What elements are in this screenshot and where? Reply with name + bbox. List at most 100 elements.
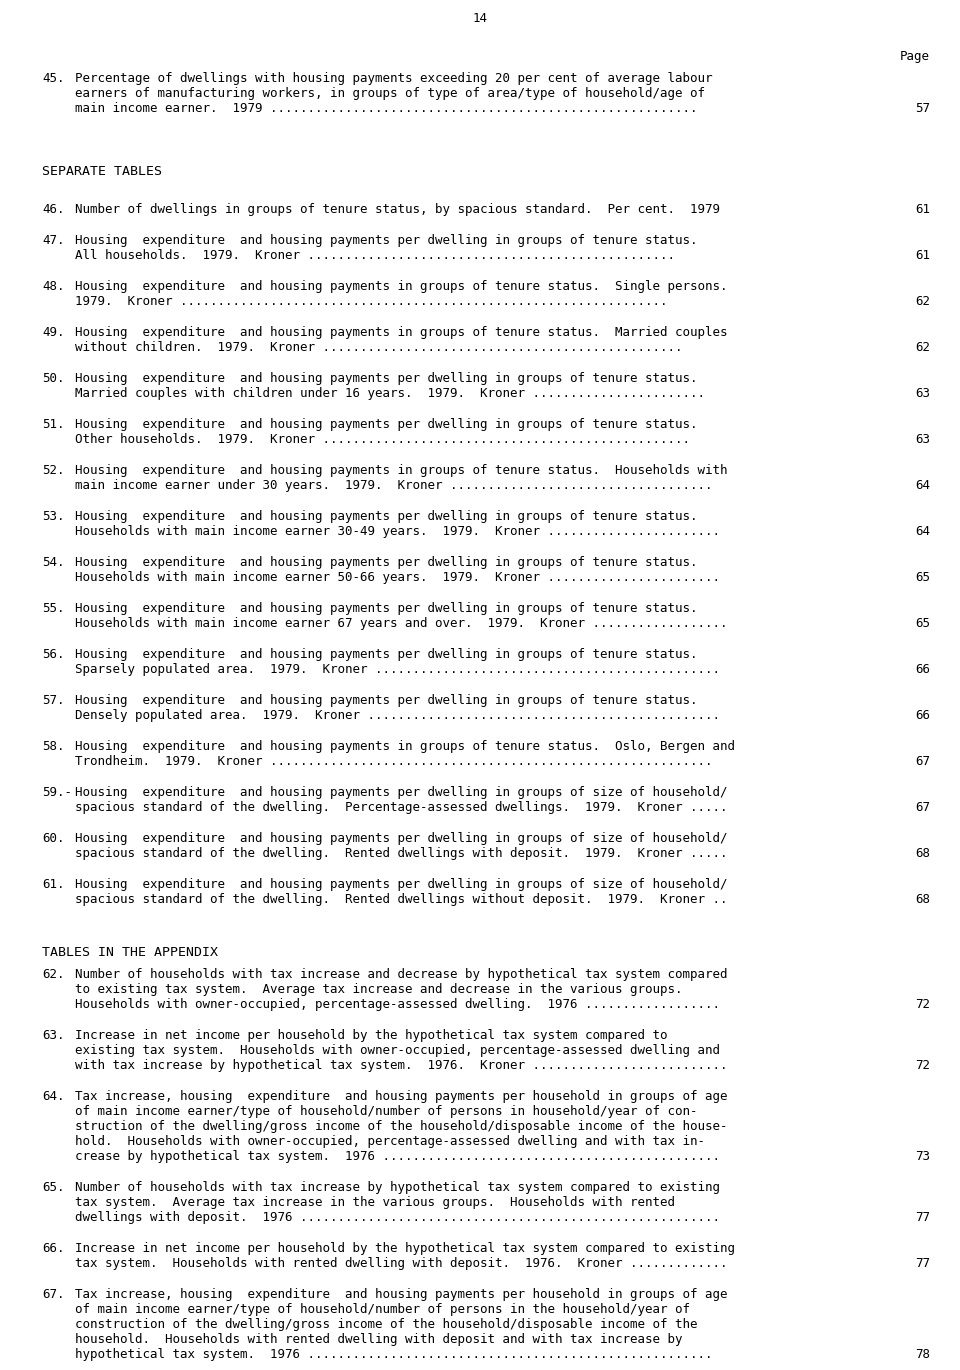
Text: household.  Households with rented dwelling with deposit and with tax increase b: household. Households with rented dwelli… <box>75 1333 683 1345</box>
Text: 62.: 62. <box>42 969 64 981</box>
Text: 57: 57 <box>915 101 930 115</box>
Text: main income earner under 30 years.  1979.  Kroner ..............................: main income earner under 30 years. 1979.… <box>75 479 712 492</box>
Text: 62: 62 <box>915 341 930 353</box>
Text: 46.: 46. <box>42 203 64 216</box>
Text: 59.-: 59.- <box>42 786 72 799</box>
Text: 53.: 53. <box>42 510 64 523</box>
Text: 68: 68 <box>915 847 930 860</box>
Text: Households with main income earner 30-49 years.  1979.  Kroner .................: Households with main income earner 30-49… <box>75 525 720 538</box>
Text: 72: 72 <box>915 1059 930 1071</box>
Text: 65.: 65. <box>42 1181 64 1195</box>
Text: Housing  expenditure  and housing payments per dwelling in groups of tenure stat: Housing expenditure and housing payments… <box>75 648 698 660</box>
Text: Tax increase, housing  expenditure  and housing payments per household in groups: Tax increase, housing expenditure and ho… <box>75 1288 728 1302</box>
Text: 78: 78 <box>915 1348 930 1360</box>
Text: SEPARATE TABLES: SEPARATE TABLES <box>42 164 162 178</box>
Text: Housing  expenditure  and housing payments in groups of tenure status.  Oslo, Be: Housing expenditure and housing payments… <box>75 740 735 754</box>
Text: of main income earner/type of household/number of persons in household/year of c: of main income earner/type of household/… <box>75 1106 698 1118</box>
Text: Increase in net income per household by the hypothetical tax system compared to : Increase in net income per household by … <box>75 1243 735 1255</box>
Text: to existing tax system.  Average tax increase and decrease in the various groups: to existing tax system. Average tax incr… <box>75 984 683 996</box>
Text: 68: 68 <box>915 893 930 906</box>
Text: 65: 65 <box>915 616 930 630</box>
Text: 48.: 48. <box>42 279 64 293</box>
Text: 66: 66 <box>915 663 930 675</box>
Text: tax system.  Households with rented dwelling with deposit.  1976.  Kroner ......: tax system. Households with rented dwell… <box>75 1258 728 1270</box>
Text: 1979.  Kroner .................................................................: 1979. Kroner ...........................… <box>75 295 667 308</box>
Text: 51.: 51. <box>42 418 64 432</box>
Text: Housing  expenditure  and housing payments per dwelling in groups of tenure stat: Housing expenditure and housing payments… <box>75 695 698 707</box>
Text: 64.: 64. <box>42 1091 64 1103</box>
Text: Increase in net income per household by the hypothetical tax system compared to: Increase in net income per household by … <box>75 1029 667 1043</box>
Text: hypothetical tax system.  1976 .................................................: hypothetical tax system. 1976 ..........… <box>75 1348 712 1360</box>
Text: 50.: 50. <box>42 373 64 385</box>
Text: without children.  1979.  Kroner ...............................................: without children. 1979. Kroner .........… <box>75 341 683 353</box>
Text: 77: 77 <box>915 1258 930 1270</box>
Text: existing tax system.  Households with owner-occupied, percentage-assessed dwelli: existing tax system. Households with own… <box>75 1044 720 1058</box>
Text: struction of the dwelling/gross income of the household/disposable income of the: struction of the dwelling/gross income o… <box>75 1121 728 1133</box>
Text: 58.: 58. <box>42 740 64 754</box>
Text: Number of dwellings in groups of tenure status, by spacious standard.  Per cent.: Number of dwellings in groups of tenure … <box>75 203 720 216</box>
Text: crease by hypothetical tax system.  1976 .......................................: crease by hypothetical tax system. 1976 … <box>75 1149 720 1163</box>
Text: 49.: 49. <box>42 326 64 338</box>
Text: Sparsely populated area.  1979.  Kroner ........................................: Sparsely populated area. 1979. Kroner ..… <box>75 663 720 675</box>
Text: dwellings with deposit.  1976 ..................................................: dwellings with deposit. 1976 ...........… <box>75 1211 720 1223</box>
Text: 61: 61 <box>915 249 930 262</box>
Text: 57.: 57. <box>42 695 64 707</box>
Text: Number of households with tax increase by hypothetical tax system compared to ex: Number of households with tax increase b… <box>75 1181 720 1195</box>
Text: earners of manufacturing workers, in groups of type of area/type of household/ag: earners of manufacturing workers, in gro… <box>75 88 705 100</box>
Text: spacious standard of the dwelling.  Rented dwellings without deposit.  1979.  Kr: spacious standard of the dwelling. Rente… <box>75 893 728 906</box>
Text: Housing  expenditure  and housing payments per dwelling in groups of tenure stat: Housing expenditure and housing payments… <box>75 510 698 523</box>
Text: Households with main income earner 50-66 years.  1979.  Kroner .................: Households with main income earner 50-66… <box>75 571 720 584</box>
Text: Housing  expenditure  and housing payments per dwelling in groups of size of hou: Housing expenditure and housing payments… <box>75 786 728 799</box>
Text: 61: 61 <box>915 203 930 216</box>
Text: Number of households with tax increase and decrease by hypothetical tax system c: Number of households with tax increase a… <box>75 969 728 981</box>
Text: Households with owner-occupied, percentage-assessed dwelling.  1976 ............: Households with owner-occupied, percenta… <box>75 997 720 1011</box>
Text: TABLES IN THE APPENDIX: TABLES IN THE APPENDIX <box>42 947 218 959</box>
Text: Trondheim.  1979.  Kroner ......................................................: Trondheim. 1979. Kroner ................… <box>75 755 712 769</box>
Text: Housing  expenditure  and housing payments per dwelling in groups of tenure stat: Housing expenditure and housing payments… <box>75 234 698 247</box>
Text: main income earner.  1979 ......................................................: main income earner. 1979 ...............… <box>75 101 698 115</box>
Text: 66.: 66. <box>42 1243 64 1255</box>
Text: 67: 67 <box>915 801 930 814</box>
Text: Housing  expenditure  and housing payments per dwelling in groups of tenure stat: Housing expenditure and housing payments… <box>75 418 698 432</box>
Text: Housing  expenditure  and housing payments per dwelling in groups of tenure stat: Housing expenditure and housing payments… <box>75 601 698 615</box>
Text: Housing  expenditure  and housing payments per dwelling in groups of tenure stat: Housing expenditure and housing payments… <box>75 373 698 385</box>
Text: 73: 73 <box>915 1149 930 1163</box>
Text: 47.: 47. <box>42 234 64 247</box>
Text: 64: 64 <box>915 525 930 538</box>
Text: 63: 63 <box>915 433 930 447</box>
Text: 66: 66 <box>915 710 930 722</box>
Text: 52.: 52. <box>42 464 64 477</box>
Text: 62: 62 <box>915 295 930 308</box>
Text: Married couples with children under 16 years.  1979.  Kroner ...................: Married couples with children under 16 y… <box>75 386 705 400</box>
Text: construction of the dwelling/gross income of the household/disposable income of : construction of the dwelling/gross incom… <box>75 1318 698 1332</box>
Text: 67: 67 <box>915 755 930 769</box>
Text: Other households.  1979.  Kroner ...............................................: Other households. 1979. Kroner .........… <box>75 433 690 447</box>
Text: 55.: 55. <box>42 601 64 615</box>
Text: Page: Page <box>900 49 930 63</box>
Text: spacious standard of the dwelling.  Percentage-assessed dwellings.  1979.  Krone: spacious standard of the dwelling. Perce… <box>75 801 728 814</box>
Text: 45.: 45. <box>42 73 64 85</box>
Text: Housing  expenditure  and housing payments per dwelling in groups of tenure stat: Housing expenditure and housing payments… <box>75 556 698 569</box>
Text: hold.  Households with owner-occupied, percentage-assessed dwelling and with tax: hold. Households with owner-occupied, pe… <box>75 1134 705 1148</box>
Text: Percentage of dwellings with housing payments exceeding 20 per cent of average l: Percentage of dwellings with housing pay… <box>75 73 712 85</box>
Text: Households with main income earner 67 years and over.  1979.  Kroner ...........: Households with main income earner 67 ye… <box>75 616 728 630</box>
Text: of main income earner/type of household/number of persons in the household/year : of main income earner/type of household/… <box>75 1303 690 1317</box>
Text: Housing  expenditure  and housing payments per dwelling in groups of size of hou: Housing expenditure and housing payments… <box>75 832 728 845</box>
Text: Housing  expenditure  and housing payments in groups of tenure status.  Househol: Housing expenditure and housing payments… <box>75 464 728 477</box>
Text: spacious standard of the dwelling.  Rented dwellings with deposit.  1979.  Krone: spacious standard of the dwelling. Rente… <box>75 847 728 860</box>
Text: 63: 63 <box>915 386 930 400</box>
Text: 65: 65 <box>915 571 930 584</box>
Text: 14: 14 <box>472 12 488 25</box>
Text: Housing  expenditure  and housing payments in groups of tenure status.  Married : Housing expenditure and housing payments… <box>75 326 728 338</box>
Text: 64: 64 <box>915 479 930 492</box>
Text: 63.: 63. <box>42 1029 64 1043</box>
Text: with tax increase by hypothetical tax system.  1976.  Kroner ...................: with tax increase by hypothetical tax sy… <box>75 1059 728 1071</box>
Text: 72: 72 <box>915 997 930 1011</box>
Text: Housing  expenditure  and housing payments per dwelling in groups of size of hou: Housing expenditure and housing payments… <box>75 878 728 891</box>
Text: 67.: 67. <box>42 1288 64 1302</box>
Text: Housing  expenditure  and housing payments in groups of tenure status.  Single p: Housing expenditure and housing payments… <box>75 279 728 293</box>
Text: 77: 77 <box>915 1211 930 1223</box>
Text: All households.  1979.  Kroner .................................................: All households. 1979. Kroner ...........… <box>75 249 675 262</box>
Text: Densely populated area.  1979.  Kroner .........................................: Densely populated area. 1979. Kroner ...… <box>75 710 720 722</box>
Text: Tax increase, housing  expenditure  and housing payments per household in groups: Tax increase, housing expenditure and ho… <box>75 1091 728 1103</box>
